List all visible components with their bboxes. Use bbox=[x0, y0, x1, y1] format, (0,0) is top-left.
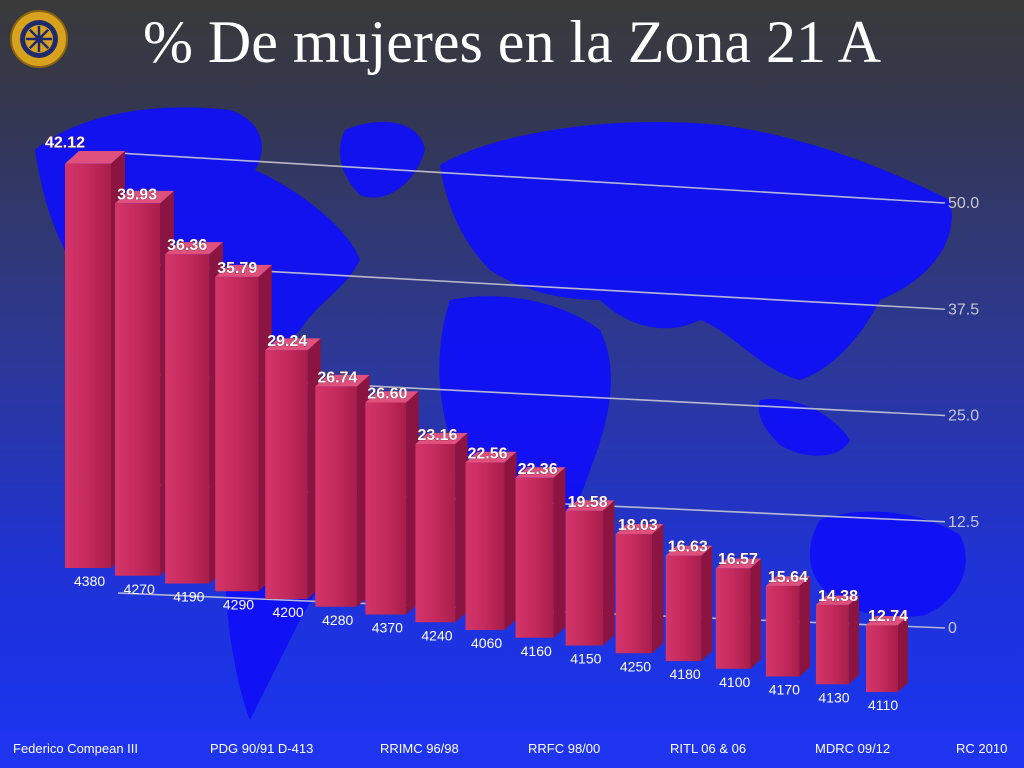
category-label: 4110 bbox=[868, 697, 898, 713]
bar-4060 bbox=[465, 451, 517, 630]
footer-mdrc: MDRC 09/12 bbox=[815, 741, 891, 756]
rotary-wheel-icon bbox=[10, 10, 68, 68]
bar-4110 bbox=[866, 616, 908, 692]
gridline bbox=[117, 152, 946, 204]
value-label: 15.64 bbox=[768, 569, 808, 586]
footer-pdg: PDG 90/91 D-413 bbox=[210, 741, 314, 756]
category-label: 4100 bbox=[719, 674, 750, 690]
page-title: % De mujeres en la Zona 21 A bbox=[142, 9, 882, 75]
category-label: 4060 bbox=[471, 635, 502, 651]
bar-chart: 0 12.5 25.0 37.5 50.0 42.12 4380 39.93 4270 36.36… bbox=[35, 107, 979, 720]
category-label: 4150 bbox=[570, 651, 601, 667]
bar-4100 bbox=[715, 558, 762, 669]
bar-4280 bbox=[315, 374, 370, 607]
bar-4130 bbox=[815, 595, 860, 685]
category-label: 4270 bbox=[124, 581, 155, 597]
value-label: 16.57 bbox=[718, 551, 758, 568]
bar-4170 bbox=[765, 576, 811, 677]
value-label: 16.63 bbox=[668, 539, 708, 556]
category-label: 4170 bbox=[769, 682, 800, 698]
category-label: 4130 bbox=[818, 689, 849, 705]
footer-bar: Federico Compean III PDG 90/91 D-413 RRI… bbox=[0, 730, 1024, 768]
category-label: 4160 bbox=[521, 643, 552, 659]
y-tick-label: 50.0 bbox=[948, 195, 979, 212]
value-label: 35.79 bbox=[217, 260, 257, 277]
value-label: 39.93 bbox=[117, 186, 157, 203]
bar-4290 bbox=[215, 264, 272, 592]
category-label: 4250 bbox=[620, 658, 651, 674]
footer-author: Federico Compean III bbox=[13, 741, 139, 756]
value-label: 26.60 bbox=[367, 386, 407, 403]
category-label: 4180 bbox=[670, 666, 701, 682]
bar-4240 bbox=[415, 432, 468, 623]
bar-4250 bbox=[615, 523, 664, 654]
y-tick-label: 25.0 bbox=[948, 408, 979, 425]
category-label: 4190 bbox=[173, 589, 204, 605]
category-label: 4280 bbox=[322, 612, 353, 628]
category-label: 4290 bbox=[223, 596, 254, 612]
value-label: 42.12 bbox=[45, 135, 85, 152]
footer-rrimc: RRIMC 96/98 bbox=[380, 741, 459, 756]
bar-4160 bbox=[515, 467, 566, 638]
y-tick-label: 37.5 bbox=[948, 301, 979, 318]
value-label: 19.58 bbox=[568, 494, 608, 511]
category-label: 4370 bbox=[372, 620, 403, 636]
value-label: 22.56 bbox=[468, 445, 508, 462]
bar-4190 bbox=[165, 242, 223, 584]
footer-rc: RC 2010 bbox=[956, 741, 1008, 756]
bar-4200 bbox=[265, 338, 321, 599]
value-label: 12.74 bbox=[868, 608, 908, 625]
bar-4370 bbox=[365, 391, 419, 615]
value-label: 18.03 bbox=[618, 517, 658, 534]
footer-rrfc: RRFC 98/00 bbox=[528, 741, 601, 756]
category-label: 4240 bbox=[421, 627, 452, 643]
y-tick-label: 12.5 bbox=[948, 514, 979, 531]
value-label: 14.38 bbox=[818, 588, 858, 605]
value-label: 23.16 bbox=[417, 427, 457, 444]
value-label: 29.24 bbox=[267, 333, 307, 350]
value-label: 26.74 bbox=[317, 369, 357, 386]
value-label: 22.36 bbox=[518, 461, 558, 478]
category-label: 4200 bbox=[273, 604, 304, 620]
bar-4180 bbox=[665, 545, 713, 661]
y-tick-label: 0 bbox=[948, 620, 957, 637]
footer-ritl: RITL 06 & 06 bbox=[670, 741, 747, 756]
category-label: 4380 bbox=[74, 573, 105, 589]
bar-4150 bbox=[565, 500, 615, 646]
value-label: 36.36 bbox=[167, 237, 207, 254]
bar-4270 bbox=[115, 190, 174, 576]
